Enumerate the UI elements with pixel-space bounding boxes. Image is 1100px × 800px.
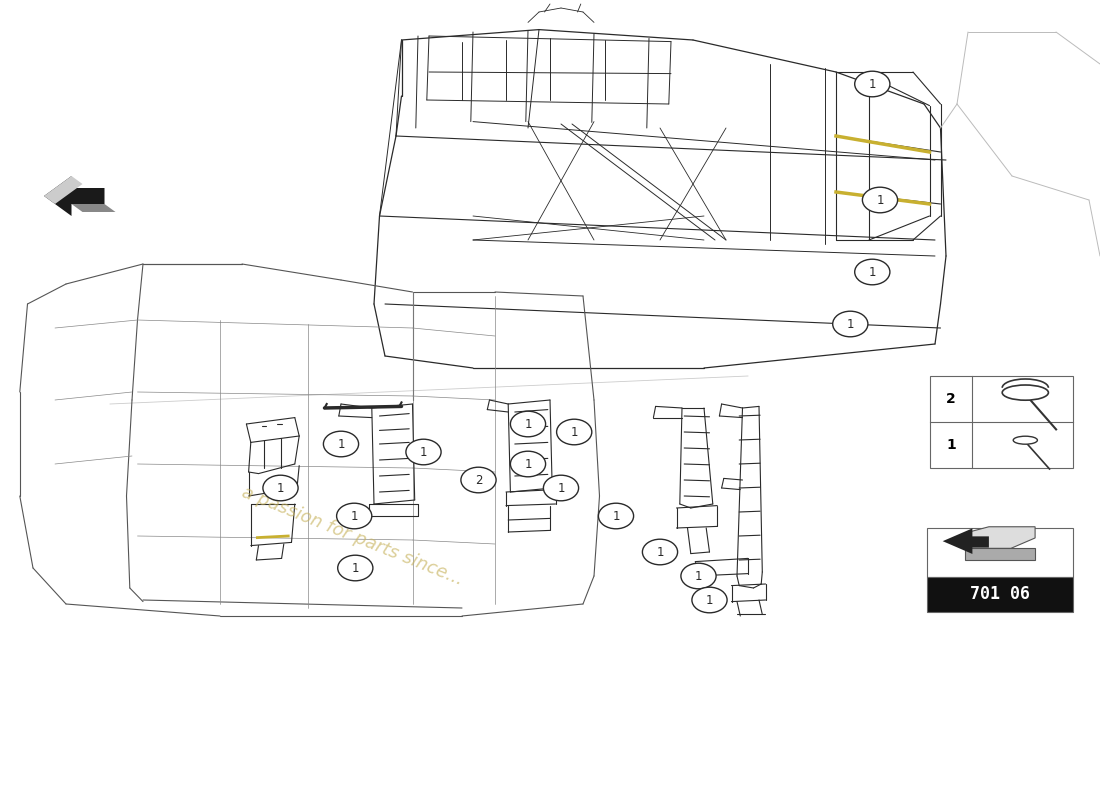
Circle shape xyxy=(862,187,898,213)
Text: 1: 1 xyxy=(571,426,578,438)
Text: 1: 1 xyxy=(351,510,358,522)
Text: 1: 1 xyxy=(695,570,702,582)
Text: 1: 1 xyxy=(869,266,876,278)
Text: 1: 1 xyxy=(558,482,564,494)
Circle shape xyxy=(543,475,579,501)
Text: 1: 1 xyxy=(847,318,854,330)
Text: 1: 1 xyxy=(338,438,344,450)
Text: 1: 1 xyxy=(420,446,427,458)
Ellipse shape xyxy=(1013,436,1037,444)
Text: 1: 1 xyxy=(869,78,876,90)
Text: 1: 1 xyxy=(657,546,663,558)
Polygon shape xyxy=(965,526,1035,548)
Text: 701 06: 701 06 xyxy=(970,586,1030,603)
Text: 1: 1 xyxy=(352,562,359,574)
Text: 2: 2 xyxy=(946,392,956,406)
Circle shape xyxy=(833,311,868,337)
Text: 1: 1 xyxy=(277,482,284,494)
Polygon shape xyxy=(943,528,989,554)
Text: a passion for parts since...: a passion for parts since... xyxy=(239,483,465,589)
Circle shape xyxy=(692,587,727,613)
Text: 2: 2 xyxy=(475,474,482,486)
Polygon shape xyxy=(965,548,1035,560)
Circle shape xyxy=(681,563,716,589)
Text: 1: 1 xyxy=(613,510,619,522)
Circle shape xyxy=(598,503,634,529)
Circle shape xyxy=(855,259,890,285)
Text: 1: 1 xyxy=(525,458,531,470)
Text: 1: 1 xyxy=(525,418,531,430)
Circle shape xyxy=(557,419,592,445)
Text: 1: 1 xyxy=(946,438,956,452)
Polygon shape xyxy=(72,204,116,212)
FancyBboxPatch shape xyxy=(930,376,1072,468)
Polygon shape xyxy=(44,176,82,204)
Ellipse shape xyxy=(1002,385,1048,400)
FancyBboxPatch shape xyxy=(927,528,1072,577)
Text: 1: 1 xyxy=(706,594,713,606)
Circle shape xyxy=(338,555,373,581)
Circle shape xyxy=(855,71,890,97)
Circle shape xyxy=(263,475,298,501)
Circle shape xyxy=(406,439,441,465)
Text: 1: 1 xyxy=(877,194,883,206)
Circle shape xyxy=(461,467,496,493)
FancyBboxPatch shape xyxy=(927,577,1072,612)
Circle shape xyxy=(337,503,372,529)
Circle shape xyxy=(323,431,359,457)
Polygon shape xyxy=(44,176,104,216)
Circle shape xyxy=(510,411,546,437)
Circle shape xyxy=(510,451,546,477)
Circle shape xyxy=(642,539,678,565)
